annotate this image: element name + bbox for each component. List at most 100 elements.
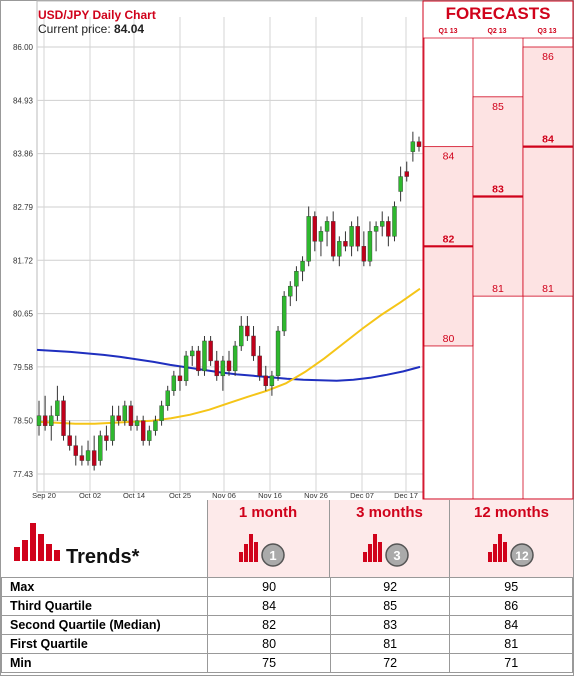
row-value: 95	[449, 577, 573, 597]
row-value: 72	[329, 653, 451, 673]
candle-body	[196, 350, 201, 372]
y-tick-label: 81.72	[13, 256, 34, 265]
candle-body	[318, 231, 324, 242]
header-1-month-label: 1 month	[238, 504, 298, 521]
row-value: 84	[449, 615, 573, 635]
candle-body	[294, 271, 299, 287]
row-value: 75	[207, 653, 331, 673]
row-value: 82	[207, 615, 331, 635]
current-price: Current price: 84.04	[38, 22, 144, 36]
y-tick-label: 77.43	[13, 470, 34, 479]
candle-body	[190, 350, 195, 357]
candle-body	[165, 390, 170, 406]
candle-body	[337, 241, 342, 257]
y-axis: 86.00 84.93 83.86 82.79 81.72 80.65 79.58 78.50…	[13, 43, 34, 479]
candle-body	[171, 375, 177, 391]
forecast-max-label: 85	[492, 101, 504, 113]
ma-short-line	[36, 287, 421, 425]
badge-12: 12	[515, 549, 529, 563]
forecast-min-label: 81	[492, 283, 504, 295]
candle-body	[410, 141, 416, 152]
x-tick-label: Nov 06	[212, 491, 236, 500]
x-tick-label: Sep 20	[32, 491, 56, 500]
header-12-months-label: 12 months	[473, 504, 549, 521]
forecast-max-label: 84	[443, 151, 455, 163]
candle-body	[312, 216, 318, 242]
candle-body	[398, 176, 403, 192]
trend-icons: 1 3 12	[14, 523, 534, 567]
table-row: Max 90 92 95	[0, 577, 573, 597]
badge-3: 3	[393, 548, 400, 563]
candle-body	[202, 340, 207, 372]
y-tick-label: 80.65	[13, 310, 34, 319]
candle-body	[373, 226, 379, 232]
row-value: 71	[449, 653, 573, 673]
candle-body	[355, 226, 360, 247]
forecast-min-label: 80	[443, 333, 455, 345]
y-tick-label: 86.00	[13, 43, 34, 52]
candle-body	[67, 435, 72, 446]
three-months-icon: 3	[363, 534, 409, 567]
candle-body	[42, 415, 48, 426]
candle-body	[306, 216, 311, 262]
forecasts-title: FORECASTS	[445, 4, 551, 23]
candle-body	[140, 420, 146, 441]
forecast-col-q3: Q3 13	[537, 28, 557, 35]
twelve-months-icon: 12	[488, 534, 534, 567]
x-tick-label: Oct 25	[169, 491, 191, 500]
candle-body	[36, 415, 42, 426]
candle-body	[147, 430, 152, 441]
y-tick-label: 83.86	[13, 150, 34, 159]
candle-body	[349, 226, 354, 247]
candle-body	[367, 231, 373, 262]
candle-body	[404, 171, 409, 177]
table-row: Third Quartile 84 85 86	[0, 596, 573, 616]
header-3-months-label: 3 months	[356, 504, 423, 521]
candle-body	[380, 221, 385, 227]
one-month-icon: 1	[239, 534, 285, 567]
candle-body	[153, 420, 158, 431]
chart-title: USD/JPY Daily Chart	[38, 8, 156, 22]
candle-body	[220, 360, 226, 377]
row-label: Min	[0, 653, 209, 673]
x-tick-label: Dec 07	[350, 491, 374, 500]
candle-body	[392, 206, 397, 237]
forecast-max-label: 86	[542, 51, 554, 63]
x-tick-label: Dec 17	[394, 491, 418, 500]
header-12-months: 12 months	[450, 500, 573, 577]
candle-body	[104, 435, 109, 441]
candle-body	[85, 450, 91, 461]
candle-body	[386, 221, 391, 237]
candle-body	[55, 400, 60, 416]
candle-body	[73, 445, 78, 456]
candle-body	[226, 360, 232, 372]
candle-body	[214, 360, 219, 377]
row-value: 86	[449, 596, 573, 616]
chart-grid	[36, 0, 424, 493]
candle-body	[91, 450, 97, 466]
row-label: Second Quartile (Median)	[0, 615, 209, 635]
row-value: 83	[329, 615, 451, 635]
price-label: Current price:	[38, 22, 115, 36]
row-value: 85	[329, 596, 451, 616]
badge-1: 1	[269, 548, 276, 563]
y-tick-label: 82.79	[13, 203, 34, 212]
candle-body	[361, 246, 367, 262]
row-value: 80	[207, 634, 331, 654]
candle-body	[300, 261, 305, 272]
table-row: Second Quartile (Median) 82 83 84	[0, 615, 573, 635]
candle-body	[122, 405, 128, 421]
candle-body	[98, 435, 103, 461]
candle-body	[239, 325, 244, 347]
table-row: Min 75 72 71	[0, 653, 573, 673]
forecast-band	[522, 46, 574, 297]
forecast-min-label: 81	[542, 283, 554, 295]
candle-body	[281, 295, 287, 332]
candle-body	[324, 221, 330, 232]
candle-body	[245, 325, 250, 337]
candle-body	[183, 355, 189, 382]
candle-body	[251, 335, 256, 357]
forecast-median-label: 84	[542, 134, 554, 146]
candle-body	[343, 241, 348, 247]
